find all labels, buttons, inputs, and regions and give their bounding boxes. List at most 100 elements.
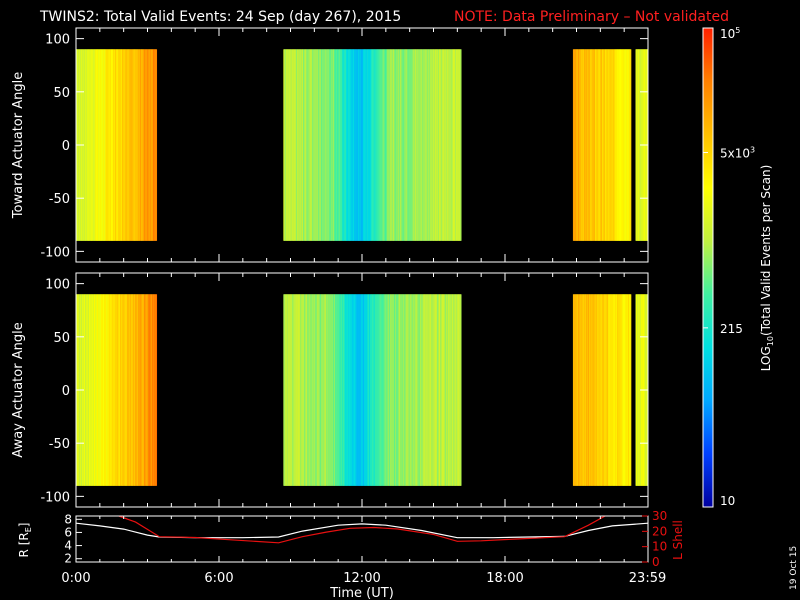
heatmap-cell [587,49,589,241]
heatmap-cell [581,294,584,486]
heatmap-cell [605,49,607,241]
colorbar-tick-label: 215 [720,322,743,336]
heatmap-cell [152,49,155,241]
heatmap-cell [143,49,146,241]
y-tick-label: 50 [53,331,70,346]
colorbar-label: LOG10(Total Valid Events per Scan) [759,165,775,372]
heatmap-cell [114,49,116,241]
orbit-left-ylabel: R [RE] [17,523,33,558]
toward-heatmap-cells [76,49,648,241]
heatmap-cell [155,294,158,486]
heatmap-cell [125,49,127,241]
heatmap-cell [97,294,99,486]
heatmap-cell [141,49,143,241]
heatmap-cell [125,294,127,486]
heatmap-cell [597,49,599,241]
colorbar-tick-label: 5x103 [720,146,755,161]
heatmap-cell [84,294,86,486]
heatmap-cell [89,49,91,241]
toward-ylabel: Toward Actuator Angle [11,72,26,219]
away-y-ticks: 100 50 0 -50 -100 [40,273,649,507]
heatmap-cell [630,49,632,241]
y-tick-right-label: 20 [652,524,667,538]
y-tick-label: 4 [64,539,72,553]
orbit-right-ylabel: L Shell [671,520,685,560]
y-tick-label: 50 [53,86,70,101]
y-tick-right-label: 10 [652,540,667,554]
heatmap-cell [594,49,597,241]
heatmap-cell [151,294,153,486]
y-tick-label: -100 [40,245,70,260]
heatmap-cell [142,294,144,486]
heatmap-cell [134,294,136,486]
heatmap-cell [151,49,153,241]
heatmap-cell [630,294,632,486]
chart-title: TWINS2: Total Valid Events: 24 Sep (day … [39,9,401,25]
heatmap-cell [84,49,86,241]
toward-heatmap-panel: 100 50 0 -50 -100 Toward Actuator Angle [11,27,649,263]
y-tick-label: 100 [45,278,70,293]
y-tick-label: 6 [64,525,72,539]
x-tick-label: 23:59 [629,571,666,586]
heatmap-cell [108,49,110,241]
heatmap-cell [622,49,625,241]
heatmap-cell [605,294,607,486]
heatmap-cell [607,294,609,486]
colorbar-ticks: 105 5x103 215 10 [703,26,755,508]
heatmap-cell [102,49,105,241]
heatmap-cell [133,49,135,241]
orbit-frame [75,515,649,563]
away-heatmap-cells [76,294,648,486]
y-tick-label: -100 [40,490,70,505]
y-tick-right-label: 30 [652,509,667,523]
x-tick-label: 12:00 [343,571,380,586]
y-tick-label: 100 [45,33,70,48]
heatmap-cell [114,294,116,486]
y-tick-label: 8 [64,512,72,526]
x-tick-label: 18:00 [486,571,523,586]
heatmap-cell [102,294,105,486]
radius-series-line [76,522,648,539]
x-tick-label: 6:00 [204,571,233,586]
heatmap-cell [460,294,462,486]
heatmap-cell [622,294,625,486]
colorbar-strip [703,28,713,507]
heatmap-cell [120,49,122,241]
heatmap-cell [597,294,599,486]
heatmap-cell [89,294,91,486]
colorbar-tick-label: 105 [720,26,740,41]
heatmap-cell [152,294,155,486]
y-tick-label: -50 [49,437,70,452]
heatmap-cell [617,294,619,486]
y-tick-label: 0 [62,384,70,399]
heatmap-cell [86,49,88,241]
chart-note: NOTE: Data Preliminary – Not validated [454,9,729,25]
heatmap-cell [155,49,158,241]
y-tick-label: -50 [49,192,70,207]
heatmap-cell [594,294,597,486]
heatmap-cell [460,49,462,241]
heatmap-cell [587,294,589,486]
away-heatmap-panel: 100 50 0 -50 -100 Away Actuator Angle [11,272,649,508]
y-tick-label: 2 [64,552,72,566]
y-tick-right-label: 0 [652,555,660,569]
heatmap-cell [617,49,619,241]
heatmap-cell [627,294,629,486]
heatmap-cell [143,294,146,486]
away-ylabel: Away Actuator Angle [11,322,26,457]
heatmap-cell [97,49,99,241]
heatmap-cell [108,294,110,486]
orbit-lines [76,516,648,544]
date-stamp: 19 Oct 15 [789,546,799,590]
heatmap-cell [142,49,144,241]
y-tick-label: 0 [62,139,70,154]
colorbar-tick-label: 10 [720,494,735,508]
lshell-series-line [118,516,606,544]
heatmap-cell [591,49,594,241]
heatmap-cell [581,49,584,241]
heatmap-cell [120,294,122,486]
heatmap-cell [133,294,135,486]
